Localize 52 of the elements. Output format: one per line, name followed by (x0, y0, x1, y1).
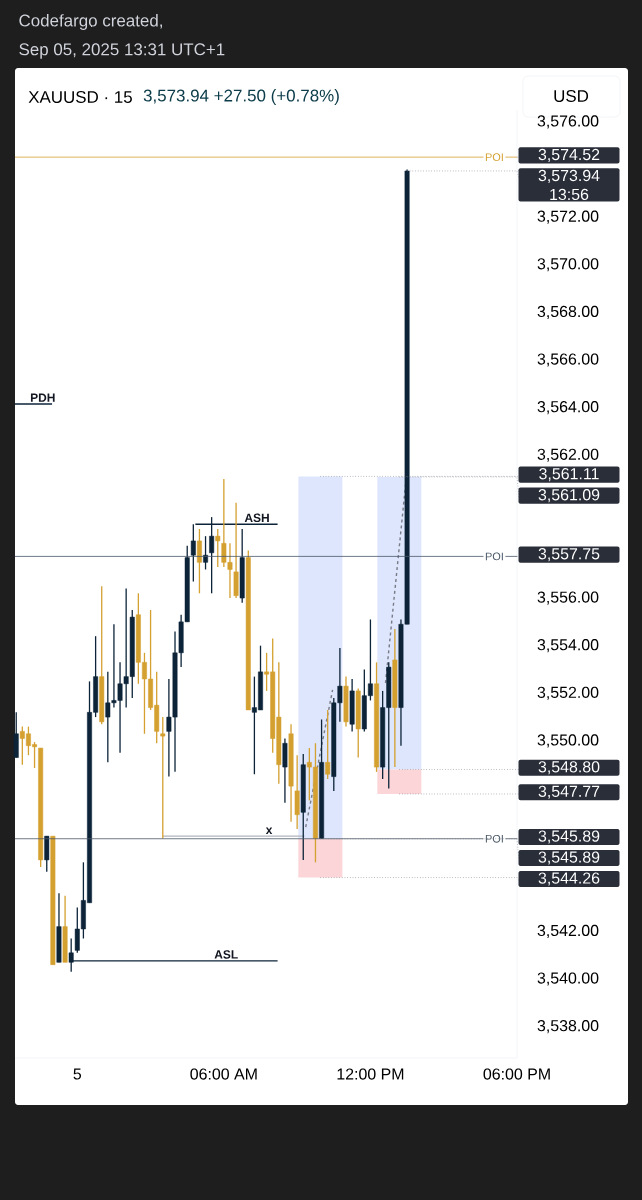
x-tick-label: 06:00 AM (190, 1068, 257, 1080)
candlestick (325, 709, 331, 780)
x-tick-label: 12:00 PM (337, 1068, 404, 1080)
series-label: ASL (214, 950, 238, 959)
x-tick-label: 5 (73, 1068, 82, 1080)
y-axis-title: USD (554, 90, 589, 102)
candlestick (215, 528, 221, 568)
y-tick-label: 3,562.00 (537, 448, 599, 462)
y-tick-label: 3,564.00 (537, 401, 599, 415)
y-tick-label: 3,550.00 (537, 734, 599, 748)
ref-line-label: POI (485, 153, 503, 162)
candlestick (44, 835, 50, 873)
ref-line-label: POI (485, 552, 503, 561)
candlestick (282, 737, 288, 804)
chart-subtitle: 3,573.94 +27.50 (+0.78%) (143, 89, 339, 105)
candlestick (294, 754, 300, 830)
ref-line-label: POI (485, 834, 503, 843)
y-tick-label: 3,556.00 (537, 591, 599, 605)
annotation: 3,544.26 (538, 872, 600, 886)
chart-title: XAUUSD · 15 (28, 91, 132, 103)
y-tick-label: 3,572.00 (537, 210, 599, 224)
annotation: 3,557.75 (538, 548, 600, 562)
y-tick-label: 3,554.00 (537, 639, 599, 653)
y-tick-label: 3,538.00 (537, 1020, 599, 1034)
annotation: 3,574.52 (538, 148, 600, 162)
candlestick (160, 716, 166, 840)
annotation: 3,561.09 (538, 489, 600, 503)
y-tick-label: 3,540.00 (537, 972, 599, 986)
text: Sep 05, 2025 13:31 UTC+1 (19, 43, 225, 59)
y-tick-label: 3,576.00 (537, 115, 599, 129)
candlestick (233, 502, 239, 599)
bar (377, 769, 422, 794)
bar (298, 838, 343, 878)
candlestick (196, 528, 202, 594)
text: Codefargo created, (19, 14, 162, 30)
candlestick (203, 535, 208, 571)
x-tick-label: 06:00 PM (483, 1068, 550, 1080)
candlestick (13, 711, 19, 759)
annotation: 3,573.94 13:56 (538, 169, 600, 201)
y-tick-label: 3,542.00 (537, 924, 599, 938)
y-tick-label: 3,552.00 (537, 686, 599, 700)
y-tick-label: 3,570.00 (537, 258, 599, 272)
annotation: 3,561.11 (539, 468, 599, 482)
annotation: 3,548.80 (538, 761, 600, 775)
series-label: x (265, 827, 273, 834)
series-label: PDH (30, 393, 55, 402)
annotation: 3,547.77 (538, 785, 600, 799)
annotation: 3,545.89 (538, 851, 600, 865)
annotation: 3,545.89 (538, 830, 600, 844)
y-tick-label: 3,568.00 (537, 305, 599, 319)
series-label: ASH (244, 513, 269, 523)
y-tick-label: 3,566.00 (537, 353, 599, 367)
